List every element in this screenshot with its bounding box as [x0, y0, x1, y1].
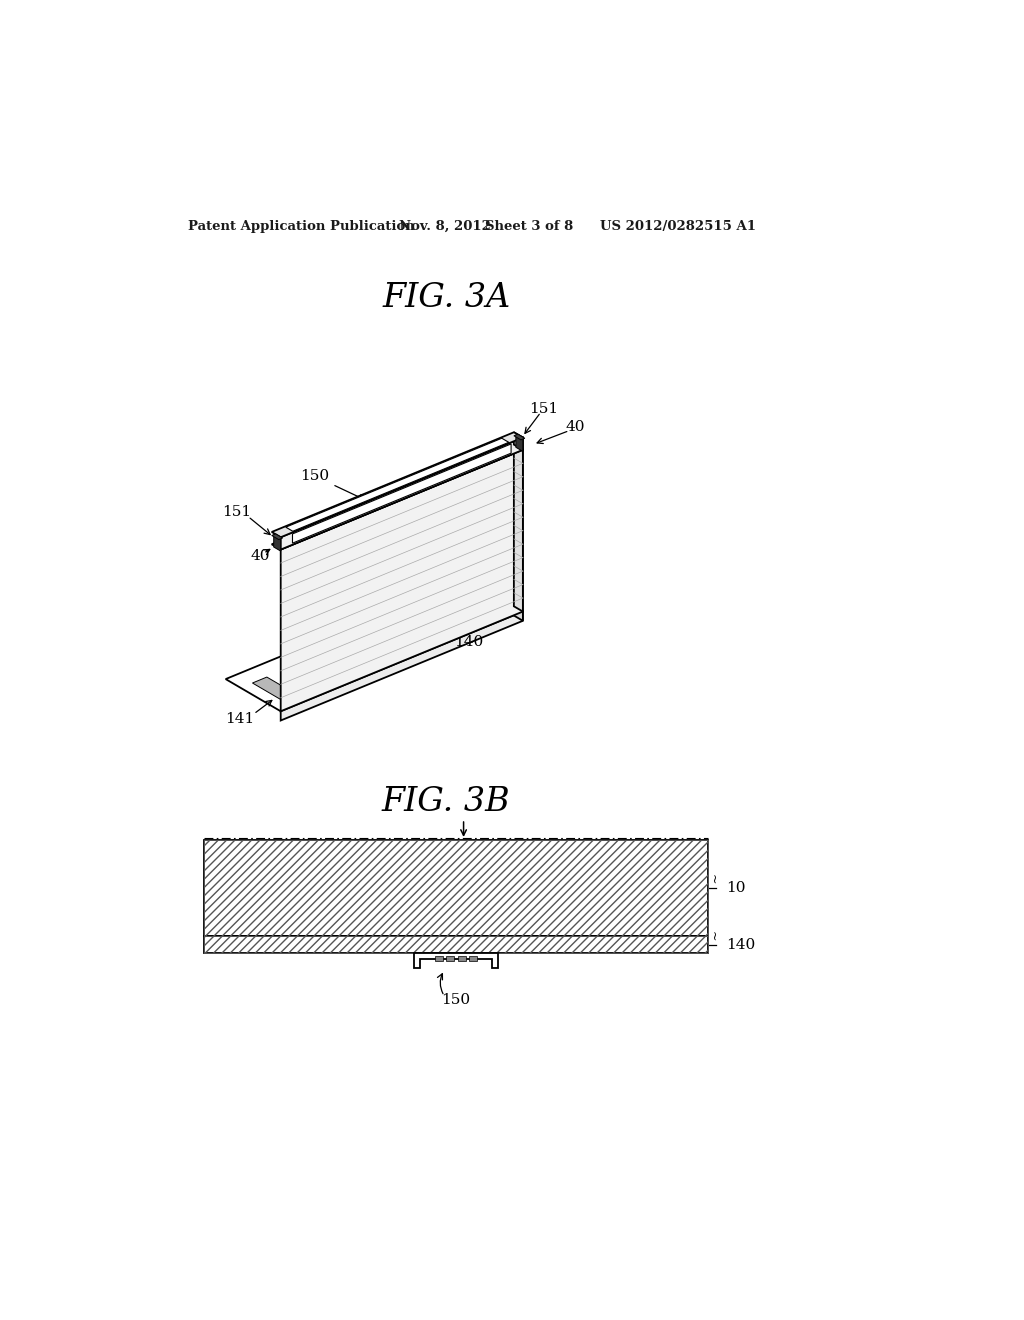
Polygon shape — [271, 432, 523, 537]
Polygon shape — [514, 445, 523, 611]
Polygon shape — [281, 437, 523, 549]
Text: US 2012/0282515 A1: US 2012/0282515 A1 — [600, 220, 757, 234]
Bar — [204, 840, 708, 936]
Polygon shape — [516, 436, 523, 451]
Text: Patent Application Publication: Patent Application Publication — [188, 220, 415, 234]
Text: 140: 140 — [727, 937, 756, 952]
Text: 150: 150 — [441, 993, 470, 1007]
Polygon shape — [225, 579, 523, 711]
Text: ~: ~ — [706, 931, 719, 941]
Polygon shape — [514, 434, 525, 440]
Bar — [445, 956, 454, 961]
Polygon shape — [273, 535, 281, 552]
Bar — [469, 956, 477, 961]
Polygon shape — [468, 579, 523, 620]
Polygon shape — [414, 953, 499, 969]
Text: ~: ~ — [706, 874, 719, 884]
Bar — [458, 956, 466, 961]
Text: 140: 140 — [455, 635, 483, 648]
Text: 141: 141 — [225, 713, 254, 726]
Text: 40: 40 — [565, 421, 585, 434]
Polygon shape — [293, 444, 511, 543]
Bar — [435, 956, 442, 961]
Text: Sheet 3 of 8: Sheet 3 of 8 — [484, 220, 573, 234]
Text: FIG. 3B: FIG. 3B — [382, 785, 511, 818]
Text: 150: 150 — [300, 469, 366, 500]
Text: 151: 151 — [529, 403, 558, 416]
Text: 151: 151 — [222, 504, 252, 519]
Bar — [204, 936, 708, 953]
Polygon shape — [286, 438, 509, 531]
Polygon shape — [253, 677, 299, 702]
Polygon shape — [271, 445, 523, 549]
Polygon shape — [281, 450, 523, 711]
Text: Nov. 8, 2012: Nov. 8, 2012 — [398, 220, 490, 234]
Bar — [204, 936, 708, 953]
Bar — [204, 840, 708, 936]
Text: 40: 40 — [251, 549, 270, 564]
Polygon shape — [271, 533, 283, 540]
Text: FIG. 3A: FIG. 3A — [382, 281, 510, 314]
Polygon shape — [514, 432, 523, 450]
Polygon shape — [281, 611, 523, 721]
Text: 10: 10 — [727, 880, 746, 895]
